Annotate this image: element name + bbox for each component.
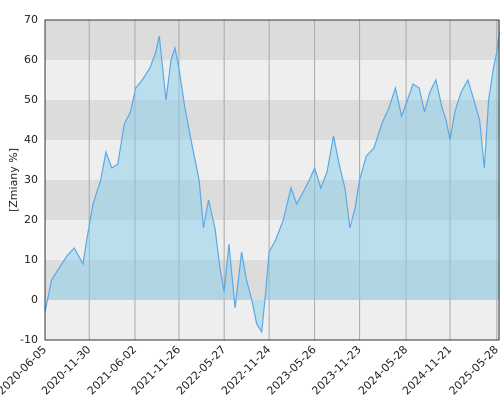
y-tick-label: 60 [24, 53, 38, 66]
plot-frame [44, 19, 500, 341]
area [45, 32, 500, 332]
y-tick-label: -10 [20, 333, 38, 346]
line [44, 31, 500, 334]
y-tick-label: 20 [24, 213, 38, 226]
x-tick-label: 2025-05-28 [447, 343, 500, 397]
background-band [45, 20, 500, 60]
background-band [45, 300, 500, 340]
background-band [45, 60, 500, 100]
y-tick-label: 70 [24, 13, 38, 26]
y-tick-label: 30 [24, 173, 38, 186]
y-tick-label: 0 [31, 293, 38, 306]
y-tick-label: 10 [24, 253, 38, 266]
y-tick-label: 40 [24, 133, 38, 146]
y-axis-label: [Zmiany %] [7, 148, 20, 212]
y-tick-label: 50 [24, 93, 38, 106]
